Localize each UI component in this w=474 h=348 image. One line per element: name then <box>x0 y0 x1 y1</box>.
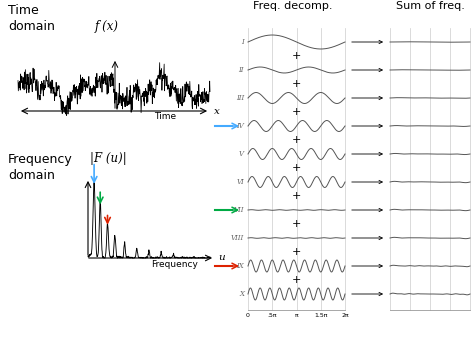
Text: +: + <box>292 163 301 173</box>
Text: +: + <box>292 191 301 201</box>
Text: Time
domain: Time domain <box>8 4 55 33</box>
Text: 2π: 2π <box>341 313 349 318</box>
Text: VI: VI <box>236 178 244 186</box>
Text: Freq. decomp.: Freq. decomp. <box>253 1 333 11</box>
Text: Time: Time <box>154 112 176 121</box>
Text: +: + <box>292 107 301 117</box>
Text: 1.5π: 1.5π <box>314 313 328 318</box>
Text: u: u <box>218 253 225 262</box>
Text: Sum of freq.: Sum of freq. <box>396 1 465 11</box>
Text: Frequency: Frequency <box>152 260 199 269</box>
Text: π: π <box>295 313 299 318</box>
Text: X: X <box>239 290 244 298</box>
Text: Frequency
domain: Frequency domain <box>8 153 73 182</box>
Text: I: I <box>241 38 244 46</box>
Text: +: + <box>292 79 301 89</box>
Text: III: III <box>236 94 244 102</box>
Text: f (x): f (x) <box>95 20 119 33</box>
Text: V: V <box>239 150 244 158</box>
Text: |F (u)|: |F (u)| <box>90 152 127 165</box>
Text: +: + <box>292 275 301 285</box>
Text: +: + <box>292 51 301 61</box>
Text: +: + <box>292 219 301 229</box>
Text: IX: IX <box>236 262 244 270</box>
Text: +: + <box>292 247 301 257</box>
Text: VIII: VIII <box>231 234 244 242</box>
Text: +: + <box>292 135 301 145</box>
Text: IV: IV <box>236 122 244 130</box>
Text: VII: VII <box>234 206 244 214</box>
Text: II: II <box>238 66 244 74</box>
Text: x: x <box>214 106 220 116</box>
Text: 0: 0 <box>246 313 250 318</box>
Text: .5π: .5π <box>267 313 277 318</box>
